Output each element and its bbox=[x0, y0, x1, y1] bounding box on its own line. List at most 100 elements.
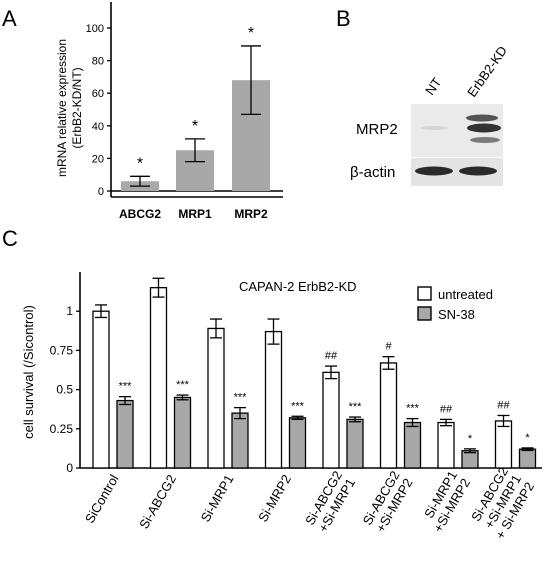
panel-c-category-label-line: Si-ABCG2 bbox=[136, 472, 179, 531]
panel-c-bar-sn38 bbox=[116, 399, 134, 469]
blot-row-label-mrp2: MRP2 bbox=[356, 121, 398, 138]
panel-c-error-bar bbox=[521, 447, 534, 452]
panel-c-bar-untreated bbox=[322, 371, 340, 469]
panel-c-bar-sn38 bbox=[288, 417, 307, 469]
panel-c-bar-sn38 bbox=[403, 421, 422, 469]
panel-c-error-bar bbox=[176, 394, 189, 401]
panel-c-y-tick-label: 0 bbox=[66, 461, 73, 475]
panel-a-y-tick-label: 20 bbox=[92, 153, 104, 165]
legend-label-untreated: untreated bbox=[438, 287, 493, 302]
panel-a-y-ticks: 0 20 40 60 80 100 bbox=[86, 23, 111, 198]
panel-a-y-axis-label: mRNA relative expression(ErbB2-KD/NT) bbox=[55, 39, 84, 177]
panel-c-error-bar bbox=[440, 418, 452, 427]
panel-c-error-bar bbox=[234, 406, 246, 420]
panel-c-category-label: SiControl bbox=[82, 472, 122, 526]
panel-c-significance-mark: *** bbox=[234, 392, 248, 404]
panel-c-category-label-line: SiControl bbox=[82, 472, 122, 526]
panel-c-significance-mark: *** bbox=[119, 381, 133, 393]
panel-c-error-bar bbox=[152, 277, 165, 298]
panel-c-category-label-line: Si-MRP2 bbox=[255, 472, 294, 525]
panel-a-error-bar bbox=[241, 45, 261, 116]
panel-c-category-label: Si-MRP1 bbox=[198, 472, 237, 525]
legend-swatch-sn38 bbox=[417, 306, 432, 321]
panel-a-y-label-line: (ErbB2-KD/NT) bbox=[70, 67, 84, 148]
panel-c-category-label: Si-MRP1+Si-MRP2 bbox=[417, 468, 473, 535]
panel-c-bars bbox=[92, 277, 537, 469]
panel-a-y-tick-label: 80 bbox=[92, 56, 104, 68]
panel-c-y-axis-label: cell survival (/Sicontrol) bbox=[21, 305, 36, 439]
panel-c-bar-sn38 bbox=[461, 450, 479, 469]
panel-c-category-label: Si-MRP2 bbox=[255, 472, 294, 525]
blot-lane-label-nt: NT bbox=[422, 75, 444, 98]
panel-c-legend: untreated SN-38 bbox=[417, 286, 493, 322]
panel-c-y-tick-label: 0.5 bbox=[56, 383, 73, 397]
panel-c-bar-untreated bbox=[379, 362, 398, 469]
panel-c-category-label-line: Si-MRP1 bbox=[198, 472, 237, 525]
panel-c-error-bar bbox=[325, 365, 337, 380]
blot-actin-band-nt bbox=[415, 166, 453, 176]
panel-label-c: C bbox=[2, 226, 18, 251]
panel-c-significance-mark: *** bbox=[176, 379, 190, 391]
panel-c-significance-mark: *** bbox=[291, 400, 305, 412]
panel-c-error-bar bbox=[119, 396, 131, 406]
panel-a-category-label: MRP2 bbox=[234, 207, 268, 221]
panel-c-bar-sn38 bbox=[231, 412, 249, 469]
panel-c-category-label: Si-ABCG2+Si-MRP1 bbox=[302, 468, 358, 535]
panel-c-bar-untreated bbox=[92, 310, 110, 469]
panel-c-significance-mark: * bbox=[468, 433, 473, 445]
legend-swatch-untreated bbox=[417, 286, 432, 301]
panel-c-error-bar bbox=[382, 356, 395, 370]
panel-label-a: A bbox=[2, 6, 17, 31]
panel-c-bar-sn38 bbox=[346, 418, 364, 469]
panel-a-category-label: MRP1 bbox=[178, 207, 212, 221]
panel-a-significance-mark: * bbox=[192, 118, 198, 135]
panel-c-hash-mark: ## bbox=[497, 399, 510, 411]
panel-label-b: B bbox=[336, 6, 351, 31]
panel-c-hash-mark: ## bbox=[440, 403, 453, 415]
blot-mrp2-band-erbb2-mid bbox=[467, 123, 501, 133]
panel-a-bars bbox=[121, 45, 270, 191]
panel-c-y-tick-label: 1 bbox=[66, 304, 73, 318]
panel-a-y-tick-label: 0 bbox=[98, 186, 104, 198]
panel-c-hash-mark: ## bbox=[325, 350, 338, 362]
panel-c-bar-sn38 bbox=[518, 448, 537, 469]
blot-mrp2-band-erbb2-upper bbox=[466, 114, 498, 122]
panel-c-y-tick-label: 0.75 bbox=[50, 343, 74, 357]
panel-c-bar-untreated bbox=[494, 420, 513, 469]
blot-lane-label-erbb2-kd: ErbB2-KD bbox=[464, 43, 510, 100]
panel-c-hash-mark: # bbox=[385, 341, 392, 353]
panel-b-western-blot: NT ErbB2-KD MRP2 β-actin bbox=[350, 43, 510, 186]
panel-c-error-bar bbox=[464, 448, 476, 454]
panel-c-bar-untreated bbox=[264, 330, 283, 469]
panel-a-y-label-line: mRNA relative expression bbox=[55, 39, 69, 177]
panel-a-error-bar bbox=[185, 138, 205, 163]
legend-label-sn38: SN-38 bbox=[438, 307, 475, 322]
panel-c-significance-mark: *** bbox=[349, 401, 363, 413]
panel-c-error-bar bbox=[406, 417, 419, 428]
blot-mrp2-band-erbb2-lower bbox=[470, 137, 500, 143]
panel-c-error-bar bbox=[210, 318, 222, 339]
panel-a-category-label: ABCG2 bbox=[119, 207, 161, 221]
panel-c-error-bar bbox=[267, 318, 280, 345]
panel-c-bar-untreated bbox=[149, 287, 168, 469]
blot-actin-band-erbb2 bbox=[459, 166, 497, 176]
panel-a-y-tick-label: 60 bbox=[92, 88, 104, 100]
panel-c-bar-sn38 bbox=[173, 396, 192, 469]
panel-c-category-label: Si-ABCG2 bbox=[136, 472, 179, 531]
panel-c-error-bar bbox=[291, 415, 304, 421]
panel-a-y-tick-label: 40 bbox=[92, 121, 104, 133]
panel-c-error-bar bbox=[497, 414, 510, 428]
panel-c-bar-untreated bbox=[207, 327, 225, 469]
panel-c-chart-title: CAPAN-2 ErbB2-KD bbox=[239, 279, 357, 294]
panel-c-bar-untreated bbox=[437, 421, 455, 469]
panel-c-significance-mark: *** bbox=[406, 403, 420, 415]
panel-c-category-label: Si-ABCG2+Si-MRP1+ Si-MRP2 bbox=[467, 465, 538, 542]
panel-c-y-tick-label: 0.25 bbox=[50, 422, 74, 436]
panel-a-labels: * ABCG2 * MRP1 * MRP2 bbox=[119, 25, 268, 221]
blot-row-label-beta-actin: β-actin bbox=[350, 164, 395, 181]
blot-mrp2-band-nt-faint bbox=[420, 126, 448, 130]
panel-c-category-label: Si-ABCG2+Si-MRP2 bbox=[360, 468, 416, 535]
panel-a-significance-mark: * bbox=[248, 25, 254, 42]
panel-a-significance-mark: * bbox=[137, 155, 143, 172]
